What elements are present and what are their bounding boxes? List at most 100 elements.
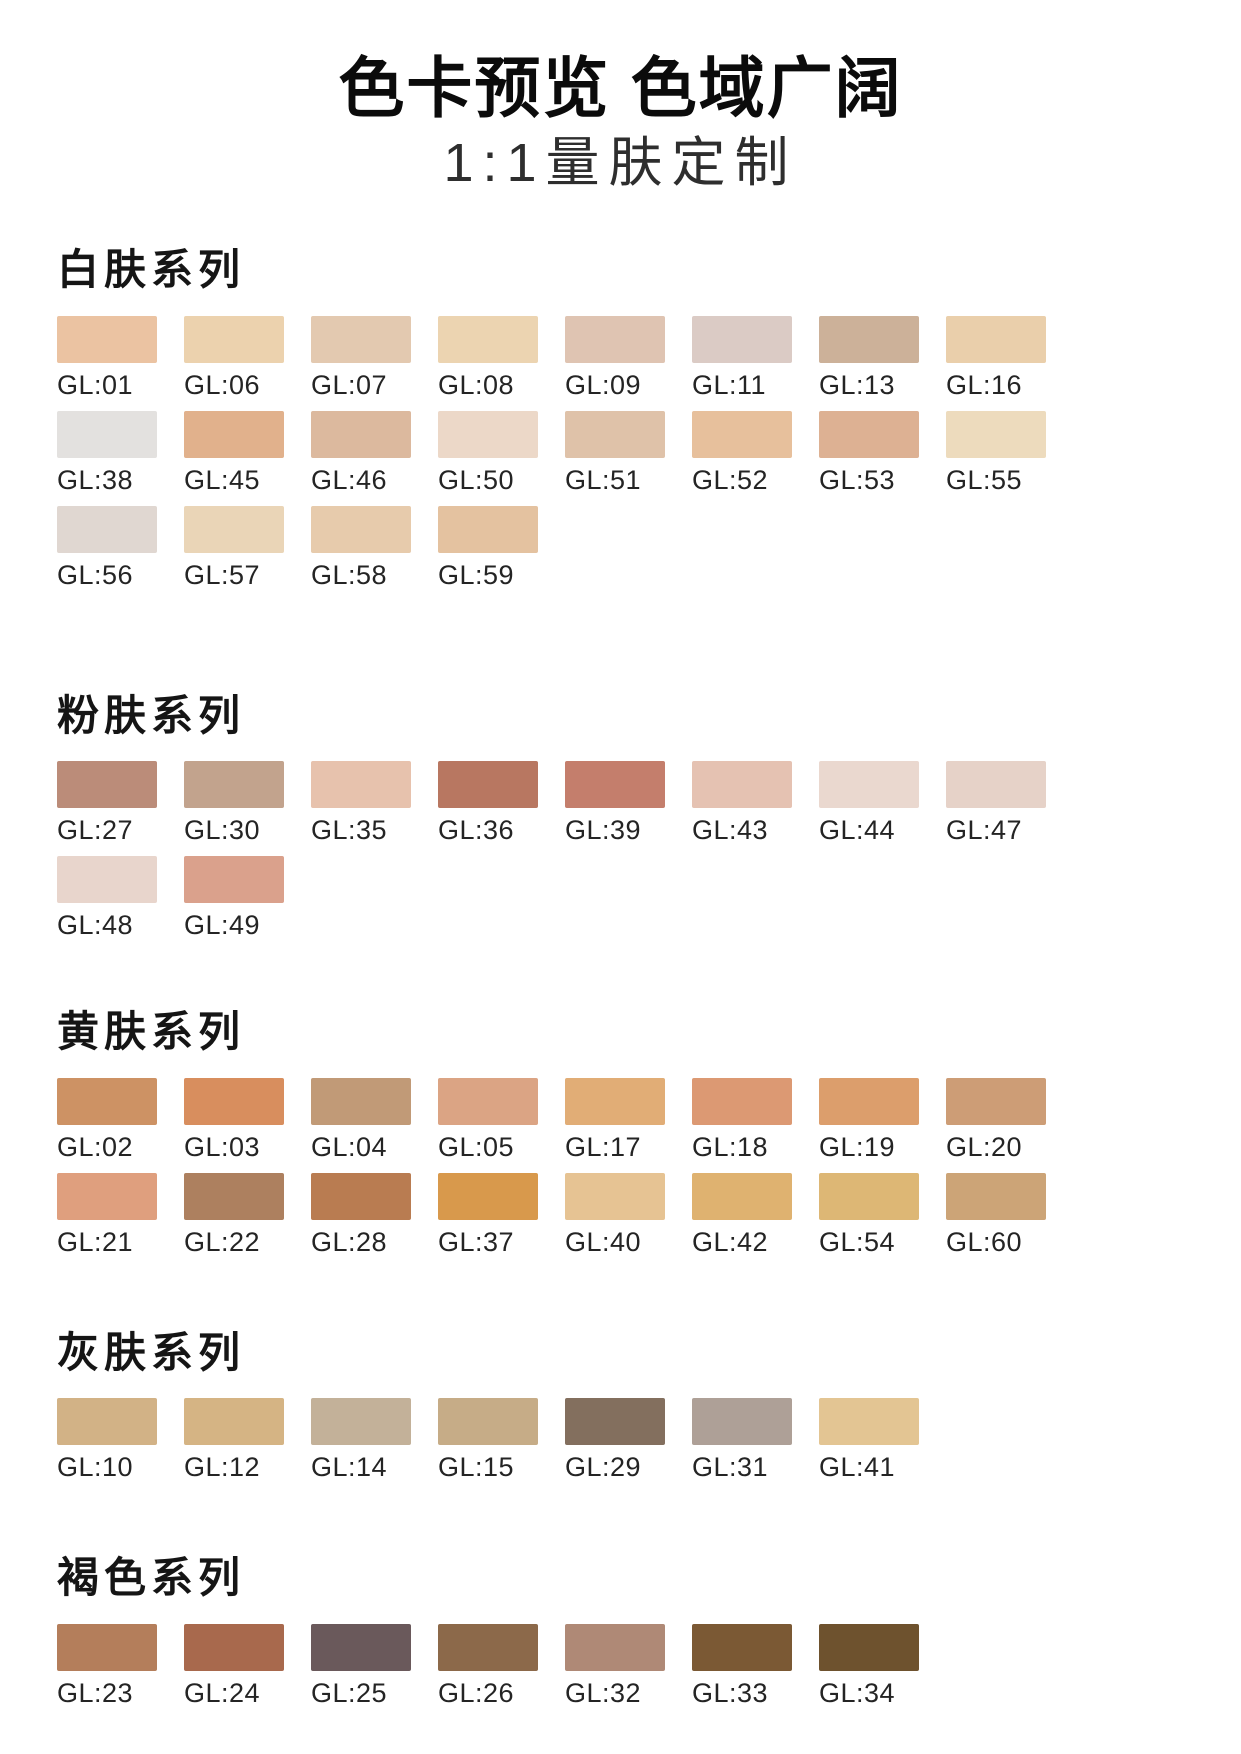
swatch-code: GL:52 bbox=[692, 464, 769, 495]
swatch-code: GL:60 bbox=[946, 1226, 1023, 1257]
color-swatch bbox=[184, 505, 284, 553]
color-swatch bbox=[819, 761, 919, 809]
swatch-grid: GL:27 GL:30 GL:35 GL:36 GL:39 GL:43 GL:44 GL:47… bbox=[57, 761, 1241, 941]
swatch-code: GL:05 bbox=[438, 1131, 515, 1162]
swatch-cell: GL:58 bbox=[311, 505, 411, 591]
swatch-cell: GL:17 bbox=[565, 1077, 665, 1163]
swatch-cell: GL:04 bbox=[311, 1077, 411, 1163]
swatch-cell: GL:51 bbox=[565, 410, 665, 496]
swatch-grid: GL:01 GL:06 GL:07 GL:08 GL:09 GL:11 GL:13 GL:16… bbox=[57, 315, 1241, 591]
swatch-code: GL:58 bbox=[311, 559, 388, 590]
page-subtitle: 1:1量肤定制 bbox=[443, 132, 798, 193]
series-section: 褐色系列 GL:23 GL:24 GL:25 GL:26 GL:32 GL:33 GL:34 bbox=[57, 1553, 1241, 1708]
color-swatch bbox=[438, 1077, 538, 1125]
color-swatch bbox=[692, 410, 792, 458]
swatch-cell: GL:09 bbox=[565, 315, 665, 401]
swatch-code: GL:51 bbox=[565, 464, 642, 495]
swatch-code: GL:06 bbox=[184, 369, 261, 400]
swatch-cell: GL:53 bbox=[819, 410, 919, 496]
swatch-code: GL:34 bbox=[819, 1677, 896, 1708]
swatch-code: GL:28 bbox=[311, 1226, 388, 1257]
swatch-cell: GL:60 bbox=[946, 1172, 1046, 1258]
swatch-cell: GL:25 bbox=[311, 1623, 411, 1709]
color-swatch bbox=[946, 1172, 1046, 1220]
swatch-cell: GL:19 bbox=[819, 1077, 919, 1163]
color-swatch bbox=[311, 1172, 411, 1220]
swatch-code: GL:24 bbox=[184, 1677, 261, 1708]
color-swatch bbox=[57, 315, 157, 363]
swatch-code: GL:20 bbox=[946, 1131, 1023, 1162]
swatch-cell: GL:01 bbox=[57, 315, 157, 401]
color-swatch bbox=[438, 1623, 538, 1671]
swatch-cell: GL:50 bbox=[438, 410, 538, 496]
swatch-cell: GL:38 bbox=[57, 410, 157, 496]
swatch-cell: GL:11 bbox=[692, 315, 792, 401]
swatch-code: GL:22 bbox=[184, 1226, 261, 1257]
swatch-code: GL:43 bbox=[692, 815, 769, 846]
swatch-cell: GL:36 bbox=[438, 761, 538, 846]
color-swatch bbox=[311, 410, 411, 458]
swatch-code: GL:55 bbox=[946, 464, 1023, 495]
swatch-cell: GL:20 bbox=[946, 1077, 1046, 1163]
color-swatch bbox=[438, 410, 538, 458]
swatch-cell: GL:12 bbox=[184, 1398, 284, 1483]
swatch-cell: GL:10 bbox=[57, 1398, 157, 1483]
swatch-cell: GL:59 bbox=[438, 505, 538, 591]
swatch-code: GL:23 bbox=[57, 1677, 134, 1708]
color-swatch bbox=[692, 761, 792, 809]
color-swatch bbox=[692, 1172, 792, 1220]
swatch-code: GL:07 bbox=[311, 369, 388, 400]
color-swatch bbox=[57, 505, 157, 553]
swatch-code: GL:56 bbox=[57, 559, 134, 590]
swatch-code: GL:53 bbox=[819, 464, 896, 495]
swatch-cell: GL:30 bbox=[184, 761, 284, 846]
swatch-cell: GL:33 bbox=[692, 1623, 792, 1709]
swatch-code: GL:38 bbox=[57, 464, 134, 495]
color-swatch bbox=[946, 315, 1046, 363]
color-swatch bbox=[184, 1077, 284, 1125]
swatch-code: GL:31 bbox=[692, 1452, 769, 1483]
swatch-cell: GL:06 bbox=[184, 315, 284, 401]
swatch-code: GL:04 bbox=[311, 1131, 388, 1162]
color-swatch bbox=[819, 1623, 919, 1671]
page-header: 色卡预览 色域广阔 1:1量肤定制 bbox=[0, 48, 1241, 195]
swatch-code: GL:44 bbox=[819, 815, 896, 846]
swatch-cell: GL:49 bbox=[184, 856, 284, 941]
swatch-grid: GL:10 GL:12 GL:14 GL:15 GL:29 GL:31 GL:41 bbox=[57, 1398, 1241, 1483]
swatch-cell: GL:37 bbox=[438, 1172, 538, 1258]
swatch-code: GL:14 bbox=[311, 1452, 388, 1483]
swatch-code: GL:49 bbox=[184, 910, 261, 941]
swatch-cell: GL:39 bbox=[565, 761, 665, 846]
color-swatch bbox=[946, 410, 1046, 458]
color-swatch bbox=[565, 761, 665, 809]
swatch-code: GL:29 bbox=[565, 1452, 642, 1483]
series-section: 黄肤系列 GL:02 GL:03 GL:04 GL:05 GL:17 GL:18 GL:19 G… bbox=[57, 1007, 1241, 1257]
swatch-code: GL:33 bbox=[692, 1677, 769, 1708]
swatch-cell: GL:03 bbox=[184, 1077, 284, 1163]
color-swatch bbox=[57, 1623, 157, 1671]
swatch-cell: GL:02 bbox=[57, 1077, 157, 1163]
series-title: 白肤系列 bbox=[57, 246, 246, 294]
series-section: 白肤系列 GL:01 GL:06 GL:07 GL:08 GL:09 GL:11 GL:13 G… bbox=[57, 245, 1241, 591]
swatch-code: GL:37 bbox=[438, 1226, 515, 1257]
swatch-code: GL:35 bbox=[311, 815, 388, 846]
swatch-cell: GL:43 bbox=[692, 761, 792, 846]
swatch-cell: GL:45 bbox=[184, 410, 284, 496]
swatch-code: GL:13 bbox=[819, 369, 896, 400]
swatch-cell: GL:44 bbox=[819, 761, 919, 846]
swatch-cell: GL:14 bbox=[311, 1398, 411, 1483]
color-swatch bbox=[946, 1077, 1046, 1125]
color-swatch bbox=[184, 1623, 284, 1671]
swatch-code: GL:21 bbox=[57, 1226, 134, 1257]
swatch-code: GL:02 bbox=[57, 1131, 134, 1162]
swatch-code: GL:30 bbox=[184, 815, 261, 846]
swatch-cell: GL:52 bbox=[692, 410, 792, 496]
color-swatch bbox=[311, 1077, 411, 1125]
series-title: 灰肤系列 bbox=[57, 1328, 246, 1376]
swatch-cell: GL:16 bbox=[946, 315, 1046, 401]
swatch-cell: GL:15 bbox=[438, 1398, 538, 1483]
swatch-cell: GL:40 bbox=[565, 1172, 665, 1258]
swatch-code: GL:19 bbox=[819, 1131, 896, 1162]
series-title: 粉肤系列 bbox=[57, 691, 246, 739]
color-swatch bbox=[184, 315, 284, 363]
